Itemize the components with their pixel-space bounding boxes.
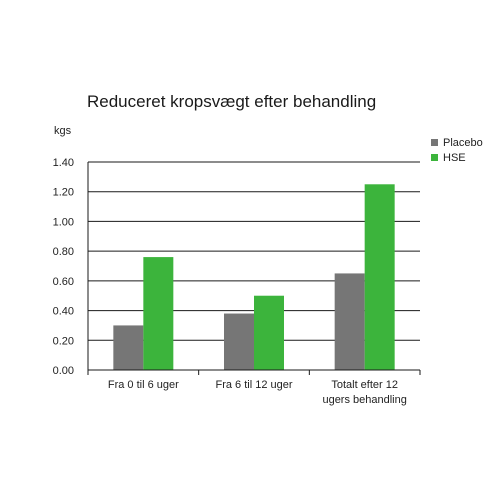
bar-placebo (334, 273, 365, 370)
bar-placebo (224, 313, 254, 370)
bar-placebo (113, 325, 144, 370)
axes (87, 162, 421, 375)
y-tick-label: 1.00 (53, 216, 74, 228)
y-axis-ticks: 0.00 0.20 0.40 0.60 0.80 1.00 1.20 1.40 (53, 157, 74, 377)
y-tick-label: 1.40 (53, 157, 74, 169)
bar-hse (143, 257, 174, 370)
legend-swatch-placebo (431, 139, 438, 146)
bar-hse (254, 295, 284, 370)
chart-title: Reduceret kropsvægt efter behandling (87, 92, 376, 111)
y-tick-label: 0.00 (53, 365, 74, 377)
x-category-label: Totalt efter 12 ugers behandling (322, 379, 406, 406)
x-category-label: Fra 6 til 12 uger (215, 379, 292, 391)
legend-label-hse: HSE (443, 152, 466, 164)
y-axis-unit-label: kgs (54, 125, 72, 137)
legend-swatch-hse (431, 154, 438, 161)
y-tick-label: 1.20 (53, 187, 74, 199)
y-tick-label: 0.40 (53, 306, 74, 318)
y-tick-label: 0.20 (53, 335, 74, 347)
bar-hse (364, 184, 395, 370)
y-tick-label: 0.60 (53, 276, 74, 288)
x-axis-category-labels: Fra 0 til 6 uger Fra 6 til 12 uger Totalt … (108, 379, 407, 406)
legend: Placebo HSE (431, 137, 483, 164)
legend-label-placebo: Placebo (443, 137, 483, 149)
x-category-label: Fra 0 til 6 uger (108, 379, 179, 391)
bars (113, 184, 395, 370)
y-tick-label: 0.80 (53, 246, 74, 258)
